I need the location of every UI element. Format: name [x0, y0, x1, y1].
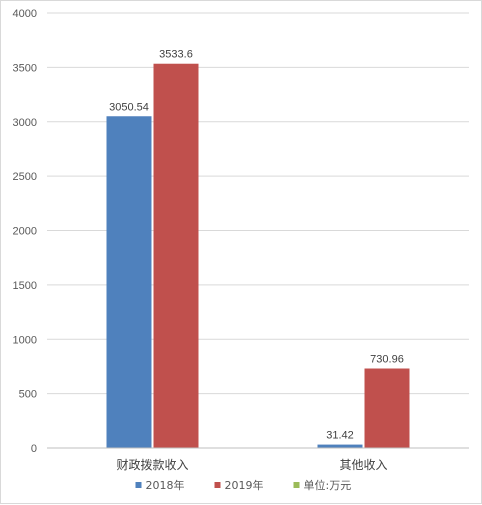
- y-tick-label: 2000: [13, 226, 37, 238]
- bar: [106, 116, 152, 448]
- y-tick-label: 3000: [13, 117, 37, 129]
- legend-label: 2018年: [146, 478, 185, 492]
- x-category-label: 其他收入: [339, 458, 387, 472]
- legend-swatch: [214, 482, 221, 488]
- bar: [364, 368, 410, 448]
- bar: [153, 63, 199, 448]
- legend-swatch: [135, 482, 142, 488]
- y-tick-label: 1000: [13, 334, 37, 346]
- y-tick-label: 1500: [13, 280, 37, 292]
- y-tick-label: 3500: [13, 62, 37, 74]
- y-tick-label: 4000: [13, 8, 37, 20]
- x-axis: 财政拨款收入 其他收入: [47, 447, 469, 472]
- data-label: 31.42: [326, 430, 354, 442]
- x-category-label: 财政拨款收入: [116, 458, 188, 472]
- legend-label: 单位:万元: [304, 478, 352, 492]
- legend-label: 2019年: [225, 478, 264, 492]
- y-tick-label: 0: [31, 443, 37, 455]
- data-labels: 3050.54 3533.6 31.42 730.96: [109, 49, 404, 442]
- data-label: 730.96: [370, 354, 404, 366]
- data-label: 3533.6: [159, 49, 193, 61]
- y-tick-label: 500: [19, 389, 37, 401]
- y-axis-ticks: 0 500 1000 1500 2000 2500 3000 3500 4000: [13, 8, 37, 455]
- legend: 2018年 2019年 单位:万元: [135, 478, 352, 492]
- y-tick-label: 2500: [13, 171, 37, 183]
- data-label: 3050.54: [109, 101, 149, 113]
- bars: [106, 63, 410, 448]
- legend-swatch: [293, 482, 300, 488]
- bar: [317, 444, 363, 448]
